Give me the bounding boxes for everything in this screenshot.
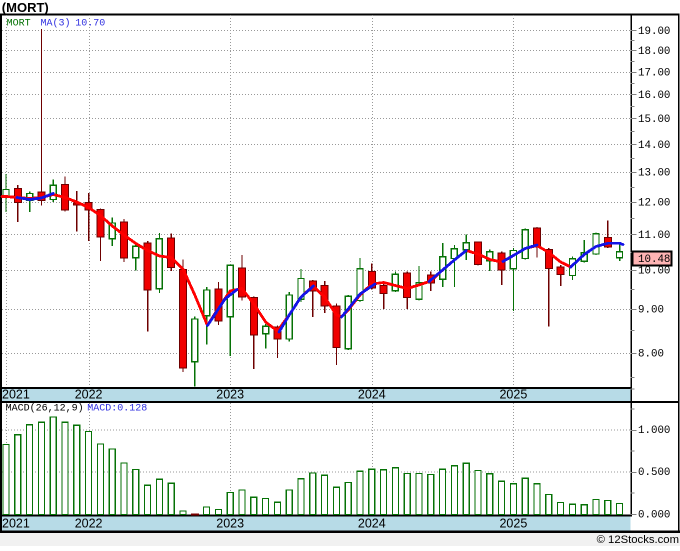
- svg-text:19.00: 19.00: [638, 26, 670, 38]
- svg-text:9.00: 9.00: [638, 305, 664, 317]
- svg-text:1.000: 1.000: [638, 425, 670, 437]
- svg-text:2025: 2025: [499, 388, 527, 402]
- svg-text:8.00: 8.00: [638, 349, 664, 361]
- svg-text:10.70: 10.70: [75, 18, 105, 29]
- svg-text:2022: 2022: [75, 517, 103, 531]
- svg-text:10.48: 10.48: [638, 254, 670, 266]
- svg-text:2021: 2021: [2, 388, 30, 402]
- svg-text:2021: 2021: [2, 517, 30, 531]
- svg-text:0.000: 0.000: [638, 509, 670, 521]
- svg-text:10.00: 10.00: [638, 265, 670, 277]
- svg-text:15.00: 15.00: [638, 114, 670, 126]
- svg-text:MA(3): MA(3): [41, 17, 71, 29]
- svg-text:MACD(26,12,9): MACD(26,12,9): [6, 402, 84, 414]
- svg-text:14.00: 14.00: [638, 140, 670, 152]
- svg-text:(MORT): (MORT): [2, 0, 49, 15]
- svg-text:© 12Stocks.com: © 12Stocks.com: [597, 534, 679, 546]
- svg-text:16.00: 16.00: [638, 90, 670, 102]
- svg-text:2024: 2024: [358, 388, 386, 402]
- svg-text:17.00: 17.00: [638, 67, 670, 79]
- svg-text:0.500: 0.500: [638, 467, 670, 479]
- svg-text:2023: 2023: [216, 388, 244, 402]
- svg-text:2024: 2024: [358, 517, 386, 531]
- svg-text:13.00: 13.00: [638, 167, 670, 179]
- svg-text:2022: 2022: [75, 388, 103, 402]
- svg-text:MORT: MORT: [7, 18, 31, 29]
- svg-text:2023: 2023: [216, 517, 244, 531]
- svg-text:11.00: 11.00: [638, 230, 670, 242]
- svg-text:MACD:0.128: MACD:0.128: [87, 403, 147, 414]
- svg-text:12.00: 12.00: [638, 197, 670, 209]
- svg-text:18.00: 18.00: [638, 46, 670, 58]
- svg-text:2025: 2025: [499, 517, 527, 531]
